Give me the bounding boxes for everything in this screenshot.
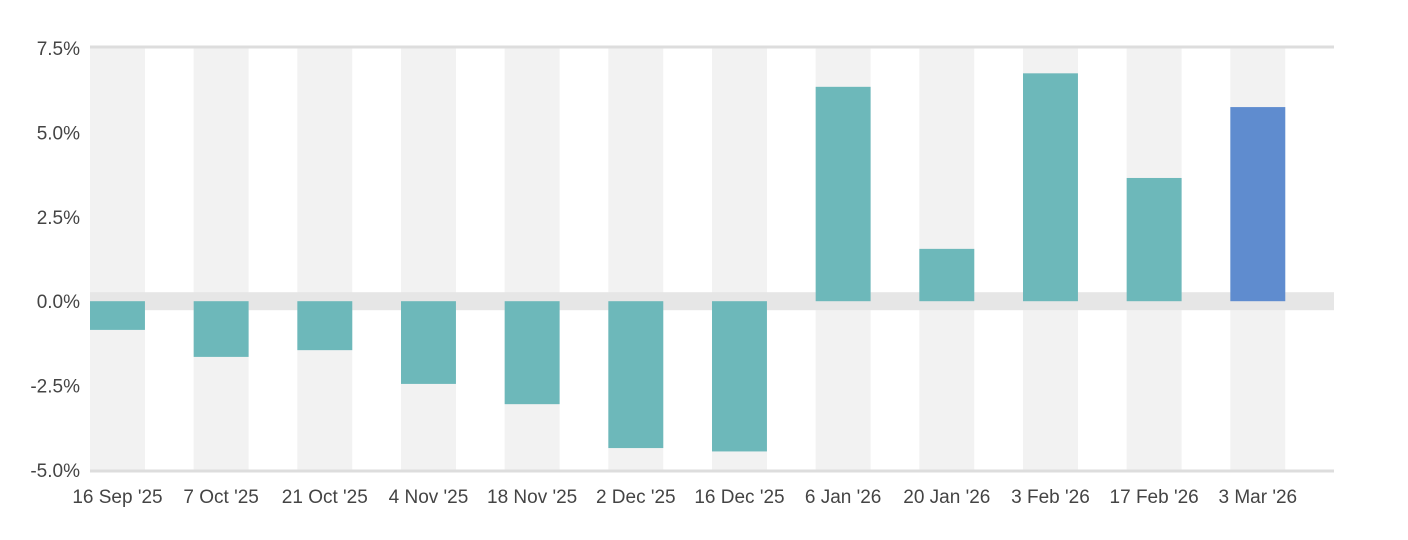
column-band bbox=[90, 48, 145, 470]
y-tick-label: 7.5% bbox=[37, 39, 80, 60]
bar bbox=[1126, 177, 1182, 302]
x-tick-label: 6 Jan '26 bbox=[805, 487, 882, 508]
y-tick-label: 0.0% bbox=[37, 292, 80, 313]
y-tick-label: 5.0% bbox=[37, 123, 80, 144]
x-tick-label: 20 Jan '26 bbox=[903, 487, 990, 508]
x-tick-label: 17 Feb '26 bbox=[1110, 487, 1199, 508]
bar bbox=[712, 301, 767, 452]
y-axis-ticks: 7.5% 5.0% 2.5% 0.0% -2.5% -5.0% bbox=[30, 39, 80, 482]
bar bbox=[504, 301, 560, 405]
column-band bbox=[504, 48, 560, 470]
x-axis-ticks: 16 Sep '25 7 Oct '25 21 Oct '25 4 Nov '25 18… bbox=[72, 487, 1297, 508]
bar bbox=[1023, 73, 1078, 302]
column-band bbox=[401, 48, 456, 470]
x-tick-label: 21 Oct '25 bbox=[282, 487, 368, 508]
column-bands bbox=[90, 48, 1286, 470]
bar bbox=[297, 301, 353, 351]
x-tick-label: 16 Dec '25 bbox=[694, 487, 784, 508]
bar bbox=[1230, 107, 1286, 302]
y-tick-label: -2.5% bbox=[30, 377, 80, 398]
bar bbox=[815, 86, 871, 302]
column-band bbox=[193, 48, 249, 470]
bar bbox=[193, 301, 249, 357]
x-tick-label: 7 Oct '25 bbox=[183, 487, 258, 508]
x-tick-label: 18 Nov '25 bbox=[487, 487, 577, 508]
x-tick-label: 4 Nov '25 bbox=[389, 487, 469, 508]
column-band bbox=[297, 48, 353, 470]
x-tick-label: 2 Dec '25 bbox=[596, 487, 676, 508]
x-tick-label: 3 Mar '26 bbox=[1219, 487, 1298, 508]
bar bbox=[608, 301, 664, 449]
x-tick-label: 3 Feb '26 bbox=[1011, 487, 1090, 508]
bar bbox=[919, 248, 975, 302]
bar bbox=[401, 301, 456, 384]
y-tick-label: 2.5% bbox=[37, 208, 80, 229]
y-tick-label: -5.0% bbox=[30, 461, 80, 482]
x-tick-label: 16 Sep '25 bbox=[72, 487, 162, 508]
bars bbox=[90, 73, 1286, 452]
bar bbox=[90, 301, 145, 330]
